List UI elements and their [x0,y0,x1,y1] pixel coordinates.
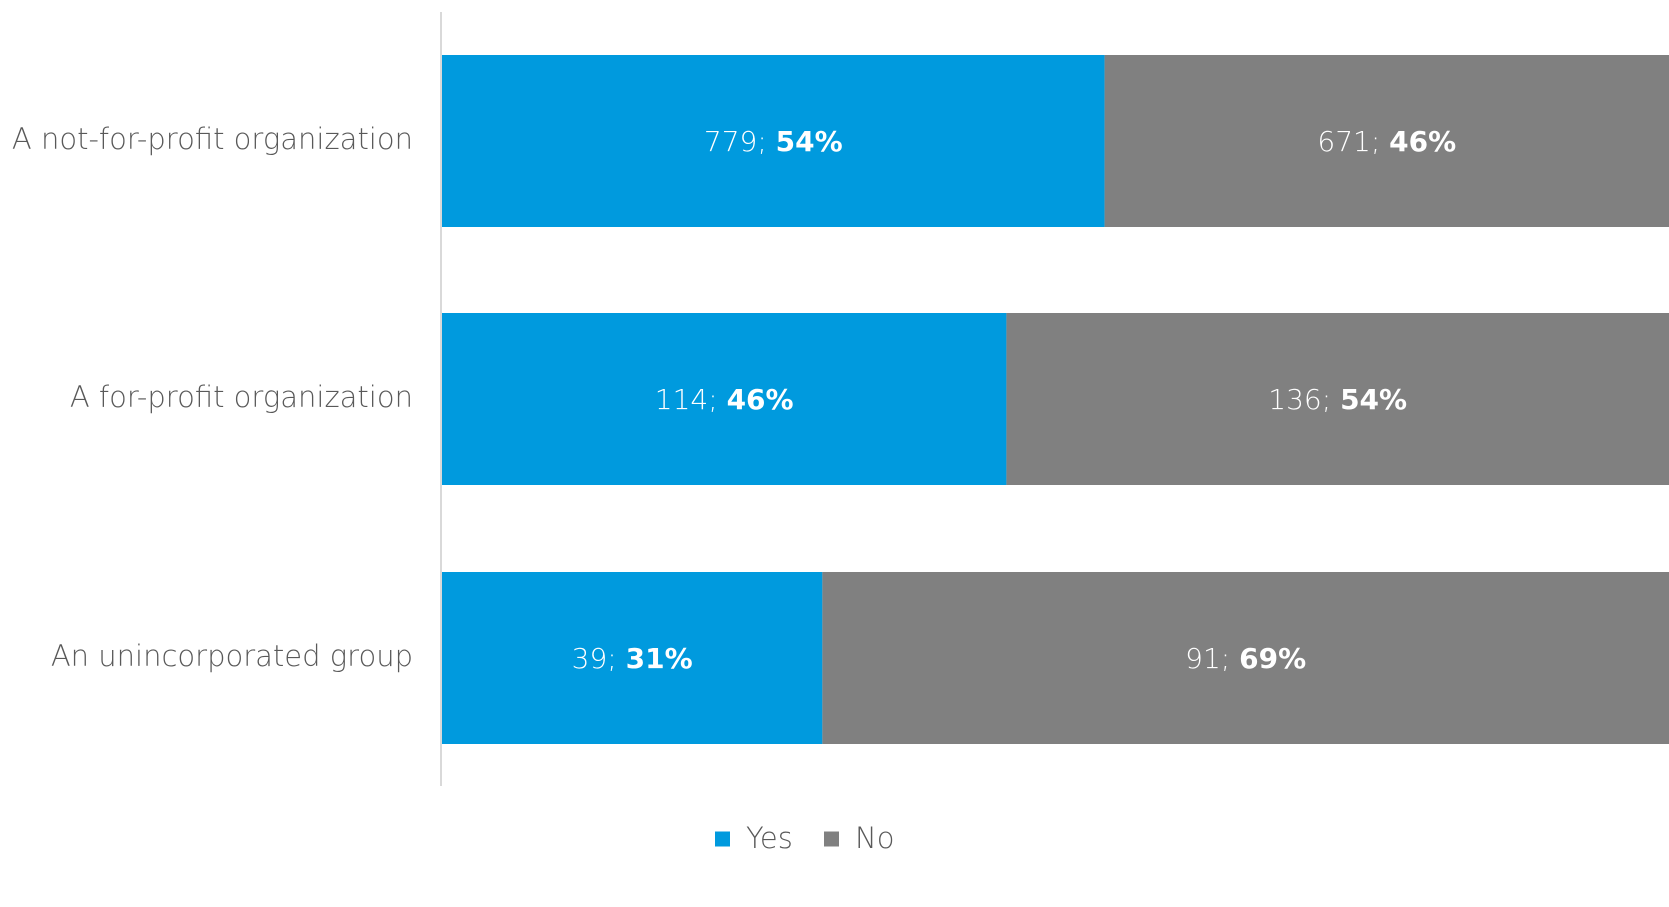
category-label: An unincorporated group [51,639,413,673]
data-label-no-2: 91; 69% [1185,642,1306,675]
bar-no-0 [1104,55,1669,227]
data-label-yes-0: 779; 54% [704,125,843,158]
data-label-count: 136; [1268,383,1340,416]
bar-no-1 [1006,313,1669,485]
legend-swatch-yes [715,831,730,847]
data-label-yes-1: 114; 46% [655,383,794,416]
legend-item-no: No [824,821,894,855]
data-label-count: 114; [655,383,727,416]
category-labels: A not-for-profit organization A for-profi… [12,122,413,673]
legend-swatch-no [824,831,839,847]
category-label: A not-for-profit organization [12,122,413,156]
bar-yes-0 [442,55,1105,227]
data-label-yes-2: 39; 31% [572,642,693,675]
bars-layer: 779; 54% 671; 46%114; 46% 136; 54%39; 31% 9… [442,55,1669,744]
bar-yes-2 [442,572,823,744]
bar-yes-1 [442,313,1007,485]
category-label: A for-profit organization [70,380,413,414]
data-label-count: 779; [704,125,776,158]
legend-label-yes: Yes [746,821,793,855]
legend-label-no: No [855,821,894,855]
data-label-count: 671; [1317,125,1389,158]
bar-no-2 [822,572,1669,744]
data-label-percent: 46% [1389,125,1456,158]
legend: Yes No [715,821,894,855]
data-label-percent: 54% [776,125,843,158]
data-label-percent: 54% [1340,383,1407,416]
data-label-no-1: 136; 54% [1268,383,1407,416]
data-label-percent: 69% [1239,642,1306,675]
legend-item-yes: Yes [715,821,793,855]
data-label-count: 91; [1185,642,1239,675]
data-label-count: 39; [572,642,626,675]
data-label-percent: 31% [626,642,693,675]
data-label-percent: 46% [727,383,794,416]
data-label-no-0: 671; 46% [1317,125,1456,158]
